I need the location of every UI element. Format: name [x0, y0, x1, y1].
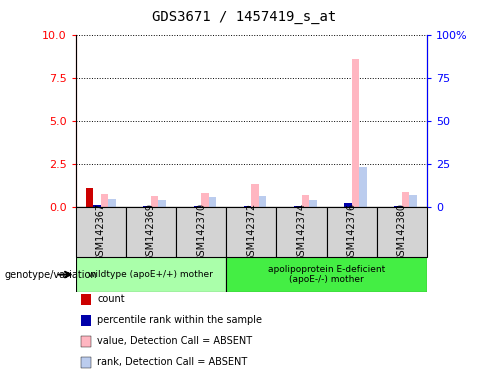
Bar — [302, 195, 309, 207]
Bar — [176, 207, 226, 257]
Text: GSM142369: GSM142369 — [146, 203, 156, 262]
Bar — [76, 257, 226, 292]
Text: GSM142380: GSM142380 — [397, 203, 407, 262]
Bar — [126, 207, 176, 257]
Text: GSM142367: GSM142367 — [96, 203, 106, 262]
Text: GSM142374: GSM142374 — [297, 203, 306, 262]
Bar — [226, 207, 276, 257]
Text: GSM142376: GSM142376 — [346, 203, 357, 262]
Bar — [402, 192, 409, 207]
Text: percentile rank within the sample: percentile rank within the sample — [97, 315, 262, 325]
Bar — [326, 207, 377, 257]
Text: wildtype (apoE+/+) mother: wildtype (apoE+/+) mother — [88, 270, 213, 279]
Bar — [201, 193, 209, 207]
Text: GDS3671 / 1457419_s_at: GDS3671 / 1457419_s_at — [152, 10, 336, 23]
Bar — [93, 205, 101, 207]
Bar — [377, 207, 427, 257]
Bar — [259, 196, 266, 207]
Bar — [159, 200, 166, 207]
Bar — [352, 59, 359, 207]
Text: count: count — [97, 294, 125, 304]
Bar — [86, 188, 93, 207]
Bar — [276, 207, 326, 257]
Bar — [194, 206, 201, 207]
Text: value, Detection Call = ABSENT: value, Detection Call = ABSENT — [97, 336, 252, 346]
Text: apolipoprotein E-deficient
(apoE-/-) mother: apolipoprotein E-deficient (apoE-/-) mot… — [268, 265, 385, 284]
Bar — [244, 206, 251, 207]
Bar — [226, 257, 427, 292]
Bar — [108, 199, 116, 207]
Bar — [309, 200, 317, 207]
Bar — [394, 206, 402, 207]
Bar — [76, 207, 126, 257]
Bar — [209, 197, 216, 207]
Text: rank, Detection Call = ABSENT: rank, Detection Call = ABSENT — [97, 358, 247, 367]
Bar — [409, 195, 417, 207]
Text: genotype/variation: genotype/variation — [5, 270, 98, 280]
Text: GSM142372: GSM142372 — [246, 203, 256, 262]
Bar — [101, 194, 108, 207]
Text: GSM142370: GSM142370 — [196, 203, 206, 262]
Bar — [251, 184, 259, 207]
Bar — [344, 203, 352, 207]
Bar — [151, 196, 159, 207]
Bar — [359, 167, 367, 207]
